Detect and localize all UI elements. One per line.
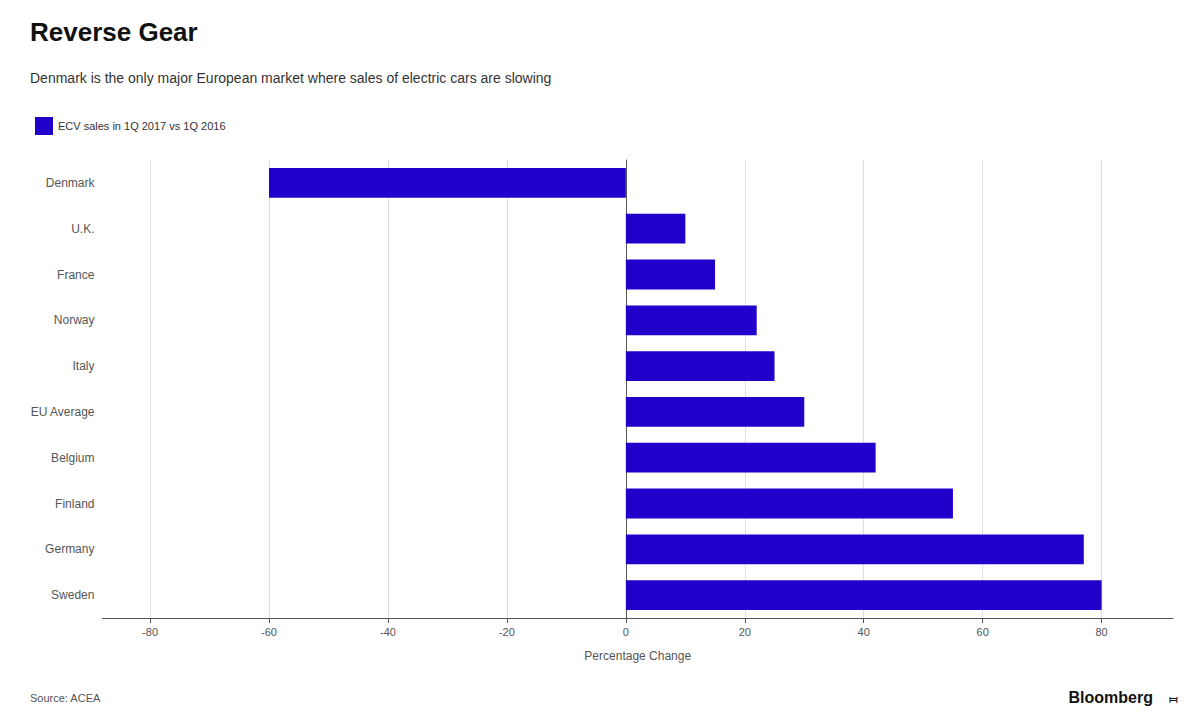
svg-text:ECV sales in 1Q 2017 vs 1Q 201: ECV sales in 1Q 2017 vs 1Q 2016 xyxy=(58,120,226,132)
svg-text:-80: -80 xyxy=(142,626,158,638)
svg-text:80: 80 xyxy=(1096,626,1108,638)
svg-text:Norway: Norway xyxy=(54,313,95,327)
svg-text:40: 40 xyxy=(858,626,870,638)
svg-text:U.K.: U.K. xyxy=(71,222,94,236)
svg-text:Reverse Gear: Reverse Gear xyxy=(30,17,198,47)
svg-text:Percentage Change: Percentage Change xyxy=(584,649,691,663)
svg-text:Denmark: Denmark xyxy=(46,176,96,190)
svg-text:-40: -40 xyxy=(380,626,396,638)
svg-text:-60: -60 xyxy=(261,626,277,638)
svg-text:Belgium: Belgium xyxy=(51,451,94,465)
svg-text:Denmark is the only major Euro: Denmark is the only major European marke… xyxy=(30,70,551,86)
svg-text:Germany: Germany xyxy=(45,542,94,556)
svg-text:EU Average: EU Average xyxy=(31,405,95,419)
svg-text:Italy: Italy xyxy=(72,359,94,373)
svg-text:Bloomberg: Bloomberg xyxy=(1069,689,1153,706)
svg-text:0: 0 xyxy=(623,626,629,638)
svg-text:Finland: Finland xyxy=(55,497,94,511)
svg-text:-20: -20 xyxy=(499,626,515,638)
svg-text:France: France xyxy=(57,268,95,282)
svg-text:20: 20 xyxy=(739,626,751,638)
svg-text:60: 60 xyxy=(977,626,989,638)
svg-text:Sweden: Sweden xyxy=(51,588,94,602)
svg-text:⧦: ⧦ xyxy=(1169,690,1178,706)
svg-text:Source: ACEA: Source: ACEA xyxy=(30,692,101,704)
